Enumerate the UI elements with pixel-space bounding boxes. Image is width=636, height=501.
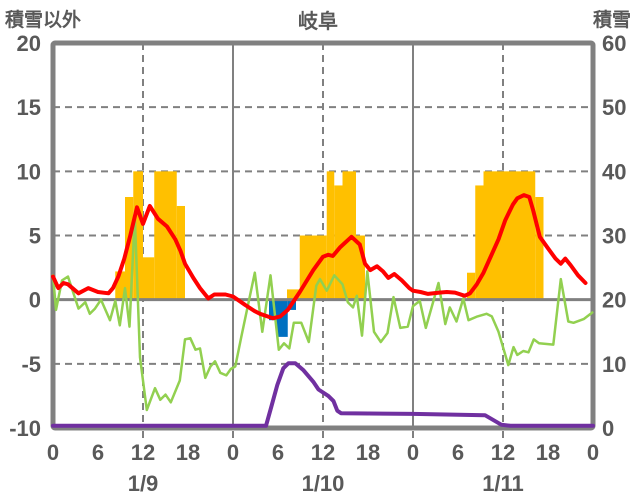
snow-depth-line (51, 361, 595, 428)
sunshine-bar (115, 271, 125, 300)
right-axis-tick-label: 30 (602, 224, 626, 249)
sunshine-bar (342, 171, 356, 300)
x-tick-label: 0 (587, 440, 599, 465)
sunshine-bar (467, 272, 476, 300)
x-tick-label: 6 (452, 440, 464, 465)
sunshine-bar (133, 171, 143, 300)
precipitation-bar (276, 299, 288, 337)
left-axis-tick-label: -10 (9, 416, 41, 441)
right-axis-tick-label: 20 (602, 288, 626, 313)
sunshine-bar (143, 257, 155, 300)
x-tick-label: 12 (311, 440, 335, 465)
left-axis-tick-label: -5 (21, 352, 41, 377)
plot-frame (50, 40, 596, 431)
date-label: 1/11 (482, 471, 524, 496)
sunshine-bar (326, 171, 335, 300)
x-tick-label: 0 (407, 440, 419, 465)
temperature-line (51, 193, 588, 321)
left-axis-tick-label: 15 (17, 95, 41, 120)
sunshine-bar (483, 171, 536, 300)
left-axis-tick-label: 20 (17, 31, 41, 56)
right-axis-tick-label: 10 (602, 352, 626, 377)
left-axis-tick-label: 5 (29, 224, 41, 249)
x-tick-label: 18 (536, 440, 560, 465)
sunshine-bar (334, 185, 343, 300)
right-axis-tick-label: 50 (602, 95, 626, 120)
x-tick-label: 6 (272, 440, 284, 465)
right-axis-tick-label: 40 (602, 159, 626, 184)
left-axis-title: 積雪以外 (5, 10, 82, 31)
precipitation-bar (269, 299, 277, 321)
x-tick-label: 12 (491, 440, 515, 465)
chart-title: 岐阜 (298, 11, 338, 33)
x-tick-label: 0 (227, 440, 239, 465)
left-axis-tick-label: 0 (29, 288, 41, 313)
date-label: 1/9 (128, 471, 159, 496)
right-axis-tick-label: 0 (602, 416, 614, 441)
sunshine-bar (356, 235, 365, 300)
date-label: 1/10 (302, 471, 345, 496)
x-tick-label: 0 (47, 440, 59, 465)
sunshine-bar (535, 197, 544, 300)
left-axis-tick-label: 10 (17, 159, 41, 184)
x-tick-label: 18 (176, 440, 200, 465)
sunshine-bar (154, 171, 177, 300)
right-axis-title: 積雪 (592, 10, 631, 31)
x-tick-label: 18 (356, 440, 380, 465)
sunshine-bar (475, 185, 484, 300)
right-axis-tick-label: 60 (602, 31, 626, 56)
x-tick-label: 6 (92, 440, 104, 465)
sunshine-bar (125, 197, 134, 300)
x-tick-label: 12 (131, 440, 155, 465)
sunshine-bar (287, 289, 300, 300)
